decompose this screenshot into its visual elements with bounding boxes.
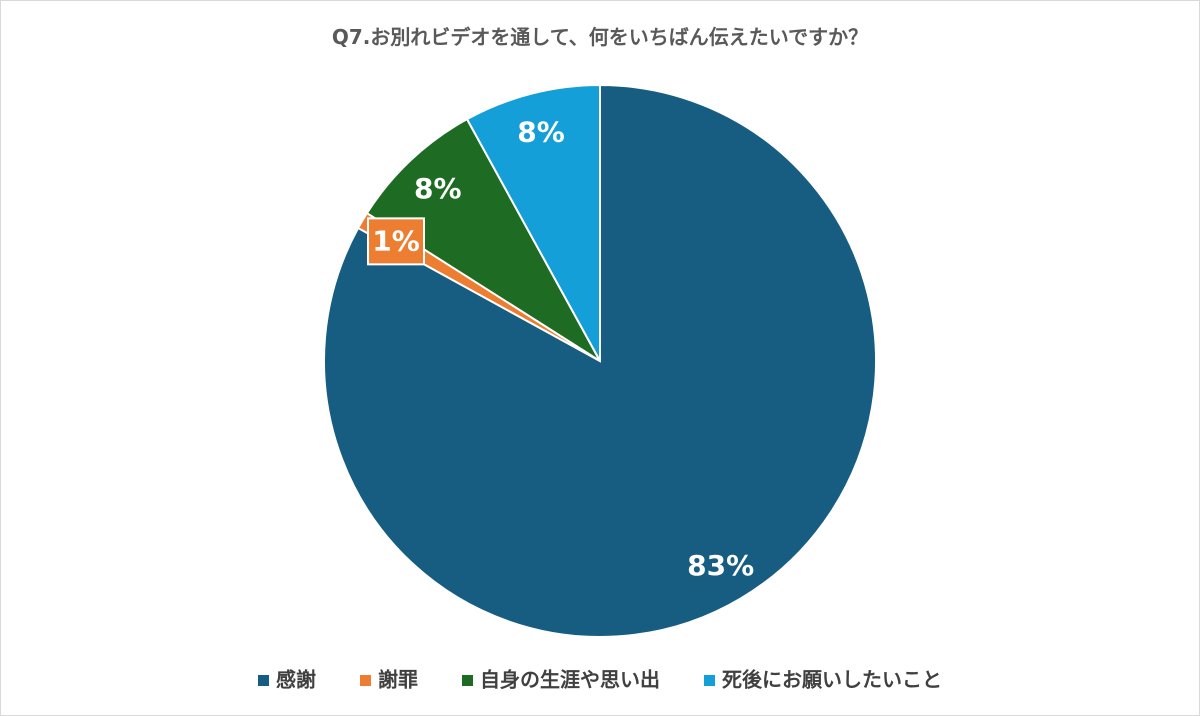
pie-slice	[465, 83, 601, 362]
label-box	[367, 217, 426, 266]
legend-swatch	[360, 675, 371, 686]
legend-label: 感謝	[276, 668, 316, 692]
legend-label: 自身の生涯や思い出	[480, 668, 660, 692]
legend-label: 死後にお願いしたいこと	[722, 668, 942, 692]
data-label: 1%	[372, 224, 420, 257]
chart-title: Q7.お別れビデオを通して、何をいちばん伝えたいですか？	[332, 25, 868, 49]
data-label: 8%	[517, 115, 565, 148]
pie-slice	[365, 117, 601, 362]
data-label: 83%	[687, 549, 754, 582]
pie-slice	[323, 83, 877, 638]
legend-swatch	[704, 675, 715, 686]
legend-swatch	[462, 675, 473, 686]
legend-swatch	[258, 675, 269, 686]
legend-label: 謝罪	[378, 668, 418, 692]
data-label: 8%	[414, 172, 462, 205]
legend: 感謝 謝罪 自身の生涯や思い出 死後にお願いしたいこと	[258, 668, 942, 692]
